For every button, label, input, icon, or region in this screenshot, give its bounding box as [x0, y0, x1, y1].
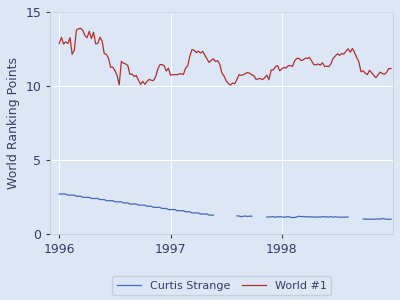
Curtis Strange: [181, 209, 186, 212]
World #1: [183, 66, 188, 70]
World #1: [388, 67, 393, 70]
Curtis Strange: [57, 192, 62, 196]
World #1: [258, 77, 263, 80]
Curtis Strange: [326, 215, 331, 219]
Curtis Strange: [388, 218, 393, 221]
World #1: [78, 26, 83, 30]
World #1: [329, 62, 334, 65]
Curtis Strange: [194, 211, 199, 215]
Curtis Strange: [288, 215, 293, 219]
World #1: [290, 64, 295, 68]
Y-axis label: World Ranking Points: World Ranking Points: [7, 57, 20, 189]
Line: Curtis Strange: Curtis Strange: [59, 194, 391, 219]
Curtis Strange: [140, 203, 145, 207]
World #1: [57, 42, 62, 45]
World #1: [142, 82, 147, 86]
Legend: Curtis Strange, World #1: Curtis Strange, World #1: [112, 276, 331, 295]
Line: World #1: World #1: [59, 28, 391, 85]
World #1: [196, 49, 201, 53]
World #1: [228, 83, 233, 87]
